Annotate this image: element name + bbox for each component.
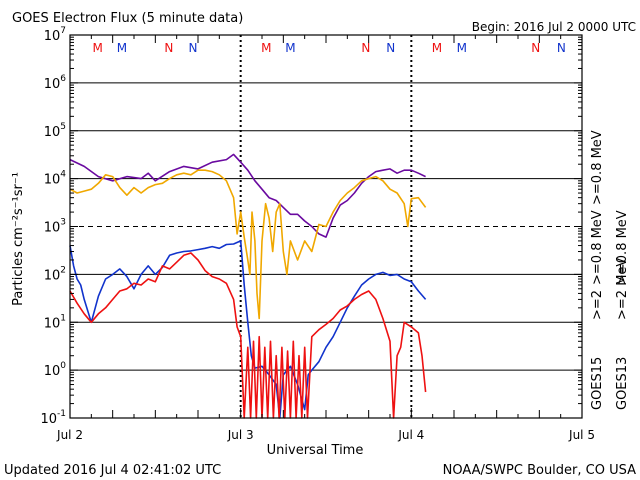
legend-goes13-ge08: >=0.8 MeV	[615, 210, 630, 285]
mn-marker-n: N	[557, 41, 566, 55]
x-tick-label: Jul 4	[397, 428, 424, 442]
mn-marker-m: M	[93, 41, 103, 55]
mn-marker-n: N	[164, 41, 173, 55]
mn-marker-m: M	[432, 41, 442, 55]
mn-marker-m: M	[261, 41, 271, 55]
x-axis-label: Universal Time	[267, 443, 364, 458]
y-tick-label: 107	[44, 26, 66, 44]
series-layer	[69, 153, 427, 419]
y-axis-ticks: 10-1 100 101 102 103 104 105 106 107	[40, 26, 582, 427]
mn-marker-n: N	[361, 41, 370, 55]
mn-marker-n: N	[531, 41, 540, 55]
chart-title: GOES Electron Flux (5 minute data)	[12, 11, 243, 26]
series-line-orange	[69, 169, 427, 320]
mn-marker-m: M	[117, 41, 127, 55]
y-axis-label: Particles cm⁻²s⁻¹sr⁻¹	[11, 172, 26, 306]
begin-time: Begin: 2016 Jul 2 0000 UTC	[472, 20, 636, 34]
x-tick-label: Jul 3	[227, 428, 254, 442]
legend-goes13: GOES13	[615, 357, 630, 410]
y-tick-label: 100	[44, 361, 67, 379]
legend-goes15-ge08: >=0.8 MeV	[590, 210, 605, 285]
mn-marker-m: M	[457, 41, 467, 55]
x-tick-label: Jul 5	[568, 428, 595, 442]
y-tick-label: 103	[44, 218, 66, 236]
series-line-blue	[69, 240, 427, 419]
legend: GOES15 GOES13 >=2 >=0.8 MeV >=0.8 MeV >=…	[590, 130, 630, 410]
legend-goes13-ge2: >=2 MeV	[615, 258, 630, 320]
y-tick-label: 106	[44, 74, 67, 92]
y-tick-label: 102	[44, 265, 66, 283]
series-line-purple	[69, 153, 426, 238]
legend-goes15-ge2: >=2	[590, 290, 605, 320]
y-tick-label: 101	[44, 313, 66, 331]
day-divider-lines	[239, 35, 413, 418]
y-tick-label: 105	[44, 122, 66, 140]
updated-timestamp: Updated 2016 Jul 4 02:41:02 UTC	[4, 463, 221, 478]
mn-marker-m: M	[285, 41, 295, 55]
y-tick-label: 104	[44, 170, 67, 188]
credit-text: NOAA/SWPC Boulder, CO USA	[443, 463, 636, 478]
x-tick-label: Jul 2	[56, 428, 83, 442]
legend-goes15: GOES15	[590, 357, 605, 410]
y-tick-label: 10-1	[40, 409, 66, 427]
mn-marker-n: N	[189, 41, 198, 55]
x-axis-ticks: Jul 2 Jul 3 Jul 4 Jul 5	[56, 35, 595, 442]
mn-marker-n: N	[386, 41, 395, 55]
legend-goes15-mev: >=0.8 MeV	[590, 130, 605, 205]
